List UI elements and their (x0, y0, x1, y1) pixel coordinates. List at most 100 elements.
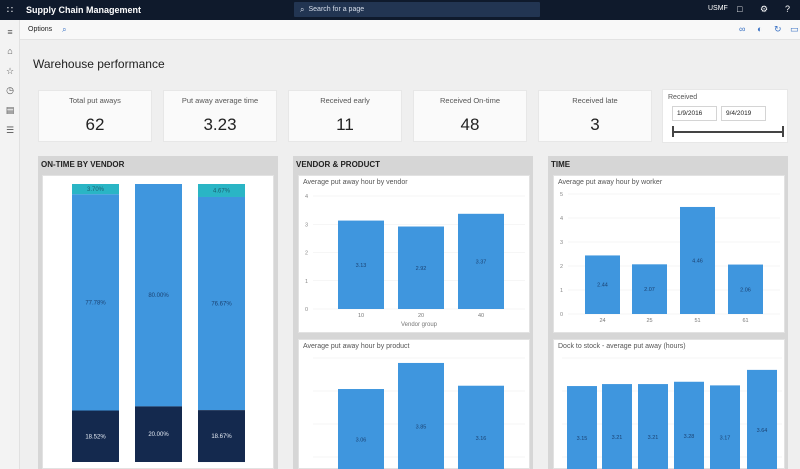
y-tick-label: 0 (560, 312, 563, 318)
data-label: 2.07 (644, 287, 655, 293)
help-icon[interactable]: ? (785, 4, 791, 14)
recent-clock-icon[interactable]: ◷ (6, 85, 14, 95)
stacked-bar-segment-early[interactable] (198, 410, 245, 463)
date-range-slider[interactable] (673, 131, 783, 133)
bar[interactable] (747, 369, 777, 469)
received-filter-label: Received (668, 94, 698, 101)
put-away-by-product-chart[interactable]: 3.06 3.85 3.16 (299, 340, 531, 469)
data-label: 3.64 (757, 428, 768, 434)
app-launcher-icon[interactable]: ∷ (6, 4, 14, 16)
bar[interactable] (710, 385, 740, 469)
search-placeholder: Search for a page (308, 6, 365, 13)
data-label: 80.00% (148, 293, 169, 299)
on-time-by-vendor-chart[interactable]: 3.70% 77.78% 18.52% 80.00% 20.00% 4.67% 76.67%… (43, 176, 275, 469)
kpi-received-late[interactable]: Received late 3 (538, 90, 652, 142)
dock-to-stock-chart[interactable]: 3.15 3.21 3.21 3.28 3.17 3.64 (554, 340, 786, 469)
link-icon[interactable]: ∞ (739, 24, 746, 34)
data-label: 2.06 (740, 287, 751, 293)
data-label: 3.13 (356, 263, 367, 269)
data-label: 3.17 (720, 436, 731, 442)
action-search-icon[interactable]: ⌕ (62, 24, 67, 34)
page-title: Warehouse performance (33, 57, 165, 71)
workspaces-icon[interactable]: ▤ (5, 105, 15, 115)
office-icon[interactable]: ◐ (757, 24, 763, 34)
modules-list-icon[interactable]: ☰ (5, 125, 15, 135)
kpi-total-put-aways[interactable]: Total put aways 62 (38, 90, 152, 142)
chart-title: Average put away hour by worker (558, 179, 663, 186)
left-navigation-pane: ≡ ⌂ ☆ ◷ ▤ ☰ (0, 20, 20, 469)
kpi-put-away-average-time[interactable]: Put away average time 3.23 (163, 90, 277, 142)
y-tick-label: 4 (305, 194, 308, 200)
window-icon[interactable]: ▭ (790, 24, 799, 34)
data-label: 3.21 (612, 435, 623, 441)
bar[interactable] (674, 381, 704, 469)
favorites-star-icon[interactable]: ☆ (5, 66, 15, 76)
stacked-bar-segment-late[interactable] (198, 184, 245, 197)
date-from-input[interactable]: 1/9/2016 (672, 106, 717, 121)
data-label: 18.52% (85, 434, 106, 440)
data-label: 76.67% (211, 302, 232, 308)
bar[interactable] (585, 255, 620, 314)
bar[interactable] (398, 362, 444, 469)
bar[interactable] (728, 264, 763, 314)
chart-container: Average put away hour by vendor 0 1 2 3 4 3.1… (298, 175, 530, 333)
y-tick-label: 5 (560, 192, 563, 198)
bar[interactable] (680, 206, 715, 314)
bar[interactable] (338, 220, 384, 309)
data-label: 2.44 (597, 283, 608, 289)
notifications-icon[interactable]: □ (737, 4, 743, 14)
home-icon[interactable]: ⌂ (7, 46, 13, 56)
data-label: 77.78% (85, 300, 106, 306)
x-tick-label: 40 (478, 313, 484, 319)
chart-container: Average put away hour by worker 0 1 2 3 4 5 2.… (553, 175, 785, 333)
y-tick-label: 0 (305, 307, 308, 313)
bar[interactable] (458, 385, 504, 469)
stacked-bar-segment-early[interactable] (72, 410, 119, 462)
received-date-filter: Received 1/9/2016 9/4/2019 (662, 89, 788, 143)
kpi-value: 11 (336, 115, 354, 134)
put-away-by-worker-chart[interactable]: 0 1 2 3 4 5 2.44 24 2.07 25 4.46 51 2.06 61 (554, 176, 786, 334)
stacked-bar-segment-on-time[interactable] (135, 184, 182, 407)
settings-icon[interactable]: ⚙ (760, 4, 769, 14)
options-tab[interactable]: Options (28, 26, 53, 33)
put-away-by-vendor-chart[interactable]: 0 1 2 3 4 3.13 10 2.92 20 3.37 40 Vendor group (299, 176, 531, 334)
y-tick-label: 1 (305, 279, 308, 285)
bar[interactable] (632, 264, 667, 314)
stacked-bar-segment-on-time[interactable] (198, 196, 245, 411)
stacked-bar-segment-early[interactable] (135, 406, 182, 462)
panel-title: TIME (551, 160, 571, 169)
panel-time: TIME Average put away hour by worker 0 1 2… (548, 156, 788, 469)
company-picker[interactable]: USMF (708, 5, 728, 12)
kpi-value: 48 (460, 115, 480, 134)
data-label: 3.70% (87, 187, 105, 193)
y-tick-label: 2 (305, 251, 308, 257)
kpi-label: Received late (572, 96, 618, 105)
action-pane: Options ⌕ ∞ ◐ ↻ ▭ (20, 20, 800, 40)
kpi-value: 3 (590, 115, 600, 134)
search-input[interactable]: ⌕ Search for a page (294, 2, 540, 17)
bar[interactable] (602, 384, 632, 469)
slider-handle-end[interactable] (782, 126, 784, 137)
x-tick-label: 24 (599, 318, 605, 324)
data-label: 3.37 (476, 259, 487, 265)
bar[interactable] (458, 213, 504, 309)
date-to-input[interactable]: 9/4/2019 (721, 106, 766, 121)
data-label: 3.15 (577, 436, 588, 442)
panel-title: ON-TIME BY VENDOR (41, 160, 125, 169)
y-tick-label: 1 (560, 288, 563, 294)
refresh-icon[interactable]: ↻ (774, 24, 782, 34)
bar[interactable] (638, 384, 668, 469)
app-title[interactable]: Supply Chain Management (26, 5, 142, 15)
stacked-bar-segment-on-time[interactable] (72, 194, 119, 411)
hamburger-menu-icon[interactable]: ≡ (7, 27, 13, 37)
kpi-received-on-time[interactable]: Received On-time 48 (413, 90, 527, 142)
data-label: 4.46 (692, 258, 703, 264)
slider-handle-start[interactable] (672, 126, 674, 137)
bar[interactable] (567, 386, 597, 469)
kpi-label: Total put aways (69, 96, 121, 105)
stacked-bar-segment-late[interactable] (72, 184, 119, 195)
bar[interactable] (338, 389, 384, 469)
bar[interactable] (398, 226, 444, 309)
kpi-received-early[interactable]: Received early 11 (288, 90, 402, 142)
panel-vendor-and-product: VENDOR & PRODUCT Average put away hour b… (293, 156, 533, 469)
